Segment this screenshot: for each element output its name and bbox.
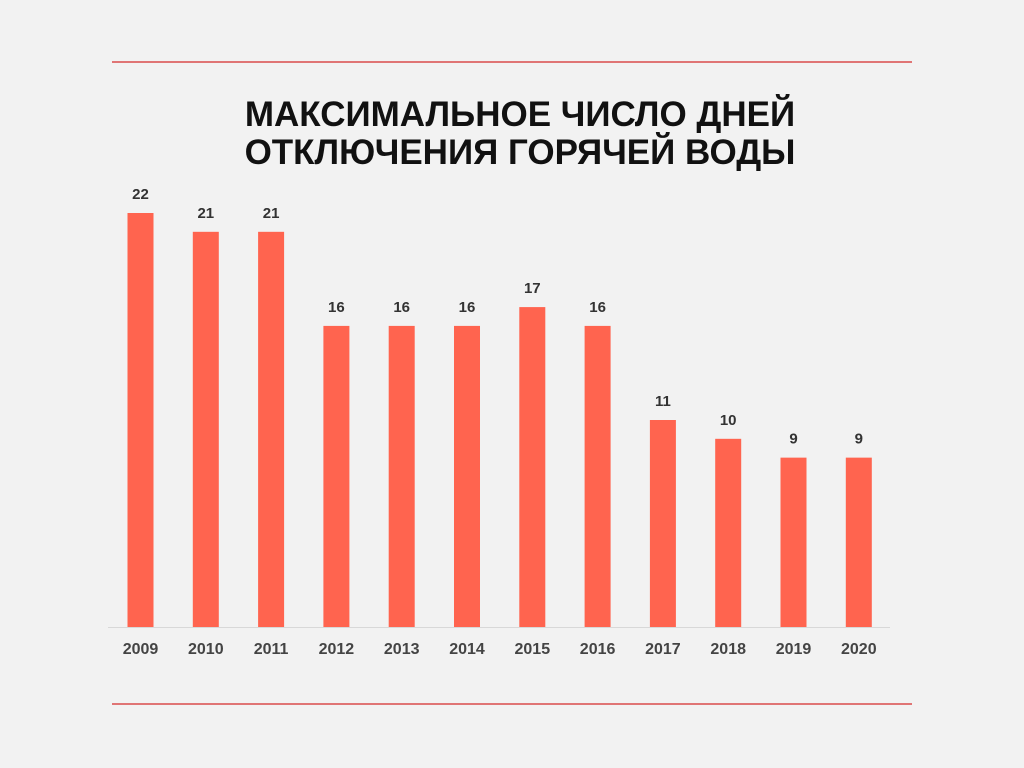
value-label: 22	[132, 186, 149, 203]
x-tick-label: 2020	[841, 641, 877, 658]
x-tick-label: 2012	[319, 641, 355, 658]
bar	[323, 325, 350, 627]
chart-title: МАКСИМАЛЬНОЕ ЧИСЛО ДНЕЙ ОТКЛЮЧЕНИЯ ГОРЯЧ…	[244, 95, 796, 172]
x-tick-label: 2016	[580, 641, 616, 658]
value-label: 17	[524, 280, 541, 297]
bar	[127, 213, 154, 627]
bar	[192, 231, 219, 627]
value-label: 21	[197, 205, 214, 222]
bar	[388, 325, 415, 627]
x-tick-label: 2018	[710, 641, 746, 658]
value-label: 16	[459, 299, 476, 316]
x-tick-label: 2009	[123, 641, 159, 658]
value-label: 9	[789, 431, 797, 448]
bar	[454, 325, 480, 627]
x-tick-label: 2014	[449, 641, 485, 658]
bar	[780, 457, 807, 627]
bar	[649, 420, 676, 627]
bar	[715, 438, 742, 627]
x-tick-label: 2015	[515, 641, 551, 658]
value-label: 21	[263, 205, 280, 222]
value-label: 10	[720, 412, 737, 429]
bar	[584, 325, 611, 627]
value-label: 16	[393, 299, 410, 316]
bar	[845, 457, 872, 627]
x-tick-label: 2013	[384, 641, 420, 658]
value-label: 16	[328, 299, 345, 316]
value-label: 9	[855, 431, 863, 448]
x-tick-label: 2019	[776, 641, 812, 658]
x-tick-label: 2017	[645, 641, 681, 658]
x-tick-label: 2011	[254, 641, 289, 658]
x-tick-label: 2010	[188, 641, 224, 658]
value-label: 11	[655, 393, 671, 410]
bar	[258, 231, 285, 627]
value-label: 16	[589, 299, 606, 316]
bar	[519, 307, 546, 627]
